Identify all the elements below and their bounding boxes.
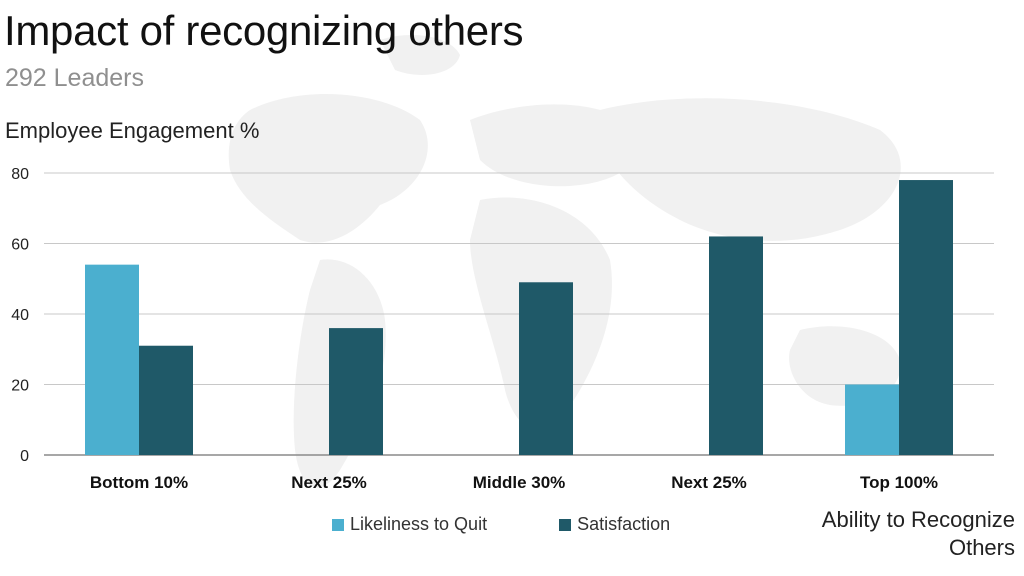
bar-satisfaction-3: [709, 236, 763, 455]
legend-swatch-satisfaction: [559, 518, 572, 531]
x-tick-label: Bottom 10%: [90, 473, 188, 492]
y-tick-label: 20: [11, 378, 29, 395]
legend-item-quit: Likeliness to Quit: [332, 514, 487, 535]
bar-satisfaction-2: [519, 282, 573, 455]
y-tick-label: 60: [11, 237, 29, 254]
legend-label-quit: Likeliness to Quit: [350, 514, 488, 534]
x-tick-label: Next 25%: [671, 473, 747, 492]
page-subtitle: 292 Leaders: [5, 64, 145, 92]
y-axis-title: Employee Engagement %: [5, 118, 260, 143]
x-tick-label: Next 25%: [291, 473, 367, 492]
bar-satisfaction-1: [329, 328, 383, 455]
bar-quit-4: [845, 384, 899, 455]
page-title: Impact of recognizing others: [4, 7, 524, 54]
x-axis-title: Ability to Recognize Others: [821, 507, 1015, 560]
bar-quit-0: [85, 264, 139, 455]
legend-label-satisfaction: Satisfaction: [577, 514, 671, 534]
y-tick-label: 0: [20, 448, 29, 465]
y-tick-label: 40: [11, 307, 29, 324]
legend-item-satisfaction: Satisfaction: [559, 514, 670, 535]
bar-satisfaction-0: [139, 345, 193, 455]
legend-swatch-quit: [332, 518, 344, 531]
chart-legend: Likeliness to Quit Satisfaction: [332, 514, 670, 535]
y-tick-label: 80: [11, 166, 29, 183]
x-tick-label: Top 100%: [860, 473, 938, 492]
bar-satisfaction-4: [899, 180, 953, 456]
x-tick-label: Middle 30%: [473, 473, 566, 492]
